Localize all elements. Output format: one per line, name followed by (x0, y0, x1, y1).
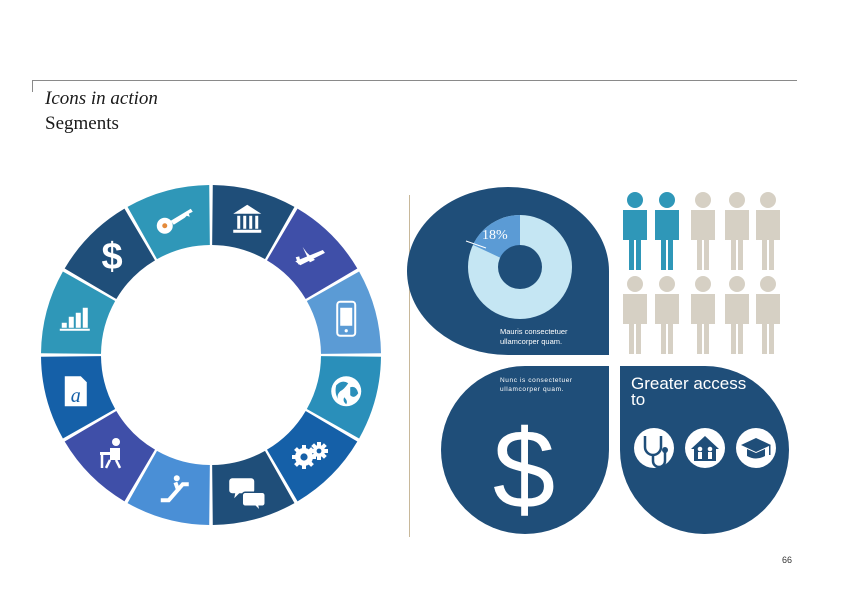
person-icon (691, 192, 715, 270)
person-icon (725, 276, 749, 354)
ring-segment (266, 208, 358, 300)
ring-segment (41, 271, 116, 354)
ring-segment (64, 410, 156, 502)
header-rule (32, 80, 797, 81)
globe-icon (331, 376, 362, 407)
dollar-icon: $ (101, 236, 122, 278)
ring-segment (212, 185, 295, 260)
ring-segment (64, 208, 156, 300)
graduation-cap-icon (736, 428, 776, 468)
person-icon (623, 276, 647, 354)
escalator-icon (160, 475, 189, 503)
greater-access-heading: Greater access to (631, 374, 747, 409)
person-icon (623, 192, 647, 270)
page-subtitle: Segments (45, 113, 119, 134)
header-rule-tick (32, 80, 33, 92)
ring-segment (127, 450, 210, 525)
svg-text:$: $ (101, 236, 122, 278)
svg-text:a: a (71, 385, 81, 407)
airplane-icon (295, 246, 325, 266)
person-at-desk-icon (100, 437, 122, 469)
person-icon (756, 276, 780, 354)
person-icon (756, 192, 780, 270)
donut-percent-label: 18% (482, 228, 508, 243)
person-icon (725, 192, 749, 270)
people-grid (623, 192, 780, 354)
person-icon (691, 276, 715, 354)
key-icon (156, 208, 193, 234)
teardrop-bottom-left (441, 366, 609, 534)
donut-chart-hole (498, 245, 542, 289)
person-icon (655, 192, 679, 270)
caption-dollar: Nunc is consectetuer ullamcorper quam. (500, 377, 573, 393)
mobile-device-icon (336, 300, 357, 337)
gears-icon (291, 441, 328, 469)
stethoscope-icon (634, 428, 674, 469)
person-icon (655, 276, 679, 354)
dollar-icon: $ (493, 407, 555, 532)
house-family-icon (685, 428, 725, 468)
caption-top: Mauris consectetuer ullamcorper quam. (500, 327, 568, 346)
document-icon: a (64, 376, 87, 407)
page-number: 66 (782, 555, 793, 565)
donut-pointer-line (465, 240, 487, 249)
page-title: Icons in action (45, 88, 158, 109)
chat-bubbles-icon (229, 478, 266, 514)
bank-icon (233, 204, 262, 233)
bar-chart-icon (59, 307, 90, 331)
vertical-divider (409, 195, 410, 537)
